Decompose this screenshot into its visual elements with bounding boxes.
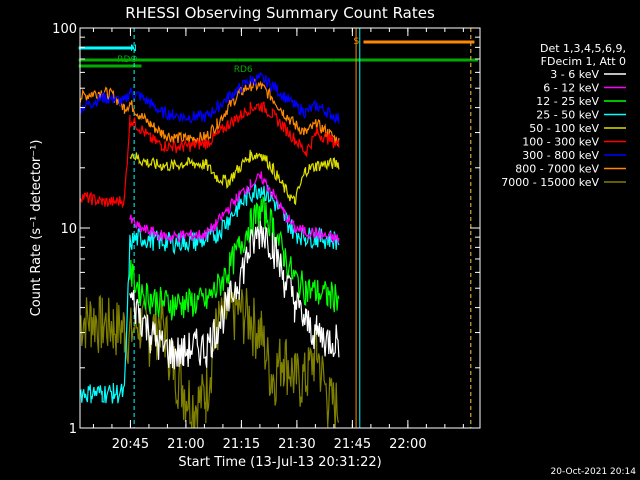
flag-label-n: N: [130, 44, 137, 54]
series-line-6-12-kev: [129, 171, 340, 244]
series-line-300-800-kev: [79, 71, 340, 125]
legend-entry-label: 6 - 12 keV: [543, 82, 599, 95]
series-line-100-300-kev: [79, 101, 340, 209]
flag-label-rd6: RD6: [234, 65, 253, 75]
series-line-50-100-kev: [129, 149, 340, 206]
y-tick-label: 1: [69, 422, 77, 437]
legend-entry-label: 100 - 300 keV: [522, 136, 599, 149]
chart-title: RHESSI Observing Summary Count Rates: [125, 4, 435, 22]
series-line-7000-15000-kev: [79, 284, 340, 429]
x-tick-label: 21:15: [223, 437, 260, 452]
legend-entry-label: 7000 - 15000 keV: [501, 176, 599, 189]
x-tick-label: 20:45: [112, 437, 149, 452]
series-line-3-6-kev: [129, 220, 340, 370]
axis-layer: 20:45 21:00 21:15 21:30 21:45 22:00 1 10 100: [52, 22, 480, 452]
x-tick-label: 22:00: [389, 437, 426, 452]
series-line-12-25-kev: [129, 195, 340, 321]
x-tick-label: 21:00: [167, 437, 204, 452]
legend-entry-label: 3 - 6 keV: [550, 68, 599, 81]
y-axis-label: Count Rate (s⁻¹ detector⁻¹): [29, 140, 44, 317]
series-layer: [79, 71, 340, 429]
legend: Det 1,3,4,5,6,9,FDecim 1, Att 03 - 6 keV…: [501, 42, 626, 189]
legend-header-line: Det 1,3,4,5,6,9,: [540, 42, 626, 55]
legend-entry-label: 50 - 100 keV: [529, 122, 599, 135]
footer-date: 20-Oct-2021 20:14: [551, 467, 637, 477]
legend-entry-label: 300 - 800 keV: [522, 149, 599, 162]
series-line-800-7000-kev: [79, 78, 340, 147]
y-tick-label: 100: [52, 22, 77, 37]
legend-header-line: FDecim 1, Att 0: [541, 55, 626, 68]
x-tick-label: 21:45: [334, 437, 371, 452]
x-tick-label: 21:30: [278, 437, 315, 452]
legend-entry-label: 12 - 25 keV: [536, 95, 599, 108]
legend-entry-label: 800 - 7000 keV: [515, 163, 599, 176]
y-tick-label: 10: [60, 222, 77, 237]
x-axis-label: Start Time (13-Jul-13 20:31:22): [178, 455, 381, 470]
legend-entry-label: 25 - 50 keV: [536, 109, 599, 122]
